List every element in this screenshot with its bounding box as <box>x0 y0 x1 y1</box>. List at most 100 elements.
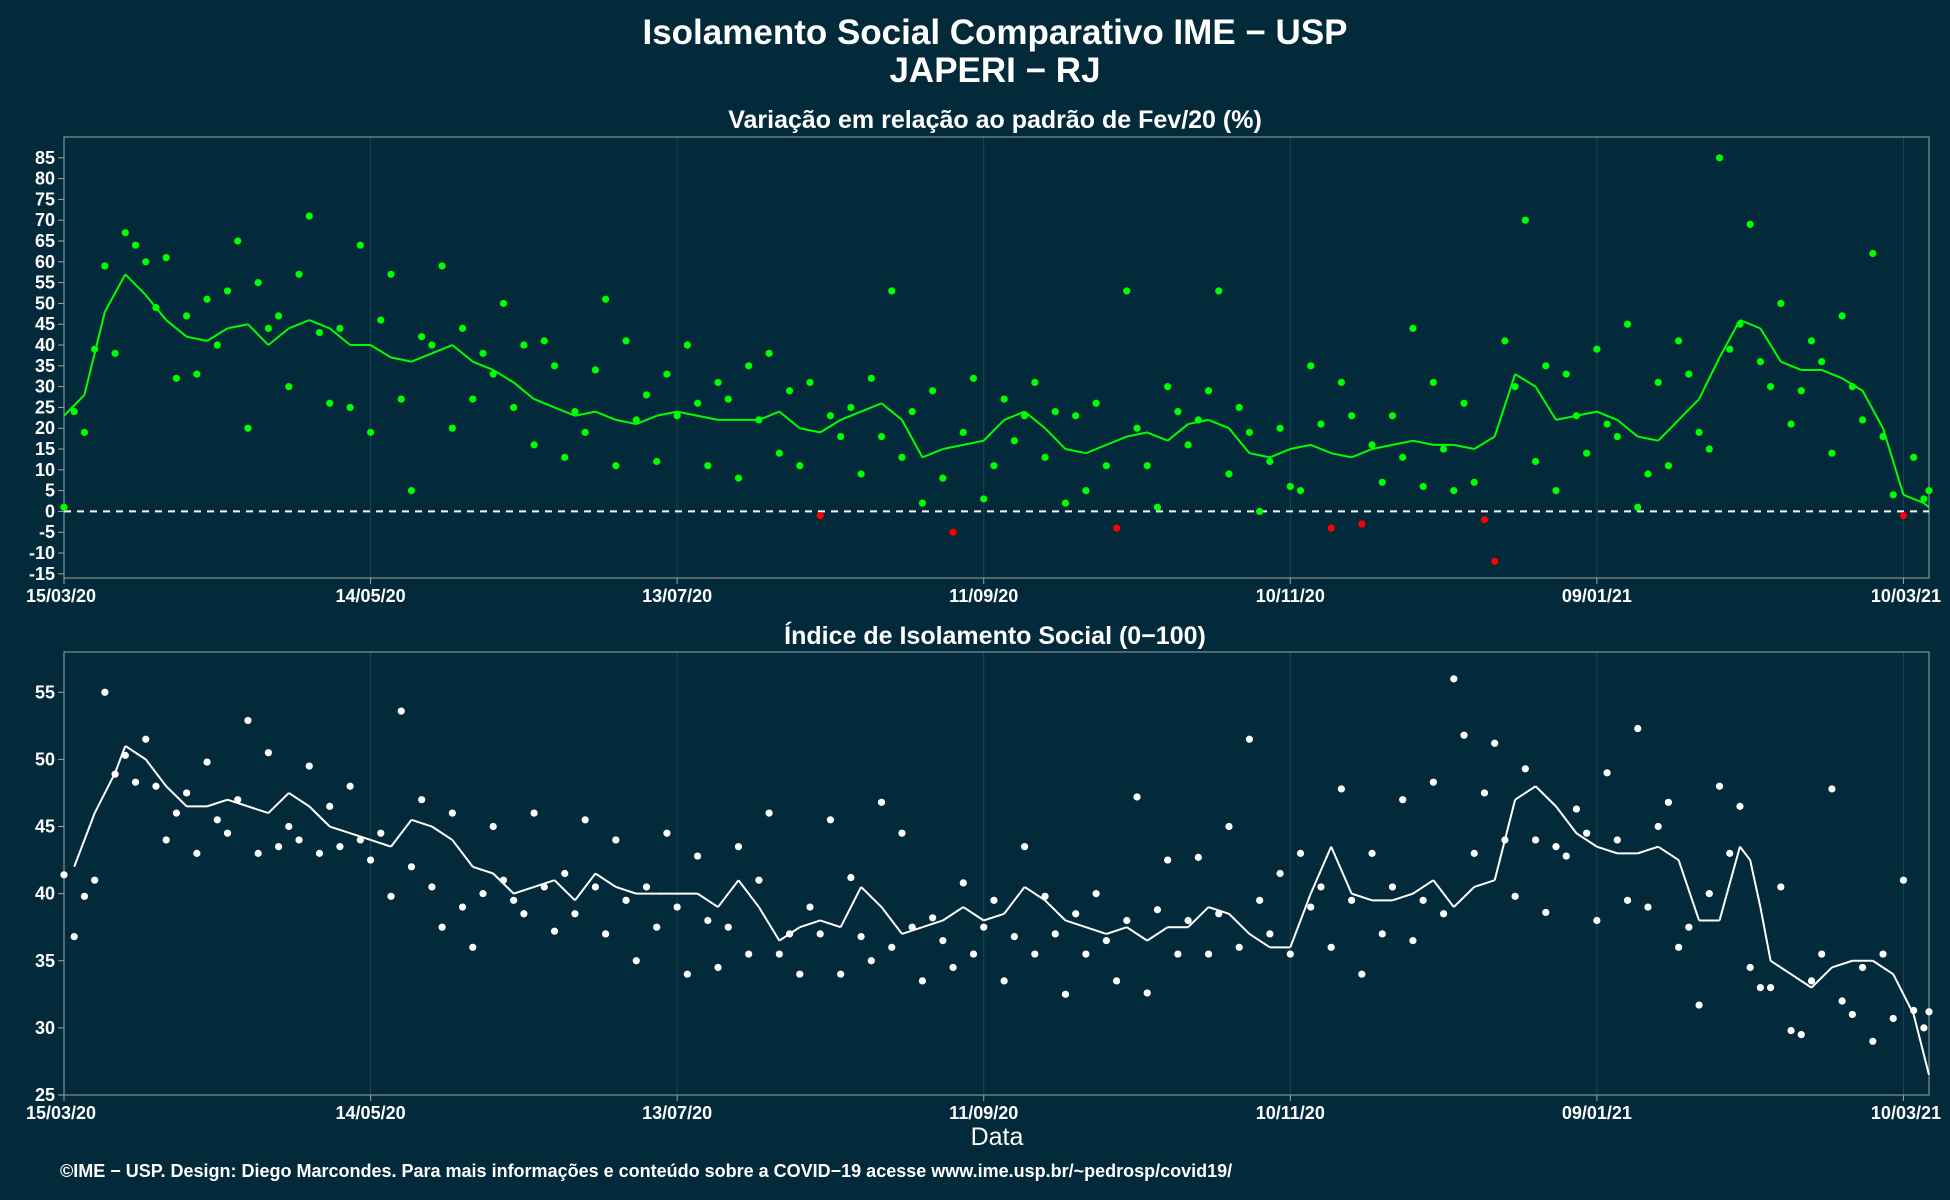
moving-average-segment <box>1126 926 1148 942</box>
data-point <box>775 449 783 457</box>
data-point <box>60 871 68 879</box>
moving-average-segment <box>758 410 780 421</box>
data-point <box>489 822 497 831</box>
data-point <box>336 843 344 851</box>
data-point <box>939 474 947 482</box>
data-point <box>1153 906 1162 914</box>
x-tick-label: 10/11/20 <box>1256 586 1325 606</box>
data-point <box>673 412 681 420</box>
moving-average-segment <box>472 360 494 371</box>
data-point <box>407 487 416 495</box>
data-point <box>458 324 467 332</box>
moving-average-segment <box>1759 906 1772 961</box>
moving-average-segment <box>922 448 944 459</box>
data-point <box>602 930 610 938</box>
moving-average-segment <box>206 327 229 342</box>
moving-average-segment <box>1770 959 1792 976</box>
data-point <box>1480 516 1489 524</box>
data-point <box>1092 399 1100 407</box>
data-point <box>1450 487 1458 495</box>
data-point <box>203 295 211 303</box>
data-point <box>1082 950 1090 958</box>
moving-average-segment <box>1228 427 1251 454</box>
moving-average-segment <box>1167 423 1189 442</box>
data-point <box>1531 457 1540 466</box>
data-point <box>612 836 620 844</box>
data-point <box>1572 805 1581 813</box>
moving-average-segment <box>839 886 862 928</box>
data-point <box>571 910 579 918</box>
data-point <box>387 892 395 900</box>
moving-average-segment <box>1269 448 1291 459</box>
data-point <box>1439 445 1448 453</box>
moving-average-segment <box>1718 846 1741 921</box>
data-point <box>1480 789 1489 797</box>
data-point <box>693 852 702 860</box>
data-point <box>1925 1008 1933 1016</box>
moving-average-segment <box>1912 1014 1930 1076</box>
moving-average-segment <box>880 906 903 935</box>
moving-average-segment <box>1637 845 1659 855</box>
data-point <box>734 474 743 482</box>
data-point <box>1787 1026 1795 1035</box>
data-point <box>1542 908 1550 917</box>
moving-average-segment <box>533 398 555 409</box>
moving-average-segment <box>553 879 576 902</box>
data-point <box>1889 1014 1897 1023</box>
data-point <box>1767 383 1775 391</box>
data-point <box>877 432 886 441</box>
data-point <box>183 312 191 320</box>
moving-average-segment <box>799 427 821 434</box>
data-point <box>1368 849 1376 857</box>
data-point <box>1041 453 1049 461</box>
moving-average-segment <box>574 872 597 901</box>
data-point <box>397 707 405 715</box>
moving-average-segment <box>513 381 535 400</box>
x-axis-label: Data <box>971 1123 1024 1151</box>
data-point <box>1123 287 1131 295</box>
y-tick-label: 85 <box>35 148 55 168</box>
moving-average-segment <box>329 327 351 346</box>
data-point <box>622 337 630 345</box>
data-point <box>91 876 99 884</box>
data-point <box>1552 843 1560 851</box>
y-tick-label: 45 <box>35 314 55 334</box>
data-point <box>1102 937 1110 945</box>
moving-average-segment <box>1146 431 1169 442</box>
data-point <box>510 896 518 904</box>
moving-average-segment <box>1493 373 1517 437</box>
data-point <box>1848 383 1856 391</box>
data-point <box>1858 963 1867 972</box>
data-point <box>1756 358 1764 366</box>
data-point <box>1102 462 1110 470</box>
data-point <box>336 324 344 332</box>
data-point <box>1388 883 1397 891</box>
data-point <box>1531 836 1540 844</box>
data-point <box>1307 903 1315 911</box>
moving-average-segment <box>1718 319 1741 358</box>
data-point <box>326 802 334 810</box>
data-point <box>520 341 528 349</box>
data-point <box>152 303 160 312</box>
moving-average-segment <box>390 356 412 363</box>
data-point <box>796 970 804 978</box>
data-point <box>1899 511 1908 520</box>
data-point <box>908 407 916 416</box>
data-point <box>765 809 773 817</box>
moving-average-segment <box>1228 913 1251 935</box>
moving-average-segment <box>1555 805 1578 834</box>
data-point <box>499 876 508 884</box>
data-point <box>1583 829 1591 837</box>
moving-average-segment <box>390 819 413 848</box>
data-point <box>1818 950 1826 958</box>
footer-credit: ©IME − USP. Design: Diego Marcondes. Par… <box>60 1161 1232 1181</box>
y-tick-label: 0 <box>45 501 55 521</box>
y-tick-label: 70 <box>35 210 55 230</box>
data-point <box>510 403 518 412</box>
y-tick-label: 35 <box>35 356 55 376</box>
data-point <box>1061 499 1070 507</box>
data-point <box>346 403 354 412</box>
data-point <box>704 916 712 925</box>
data-point <box>244 716 252 725</box>
data-point <box>1869 249 1877 258</box>
